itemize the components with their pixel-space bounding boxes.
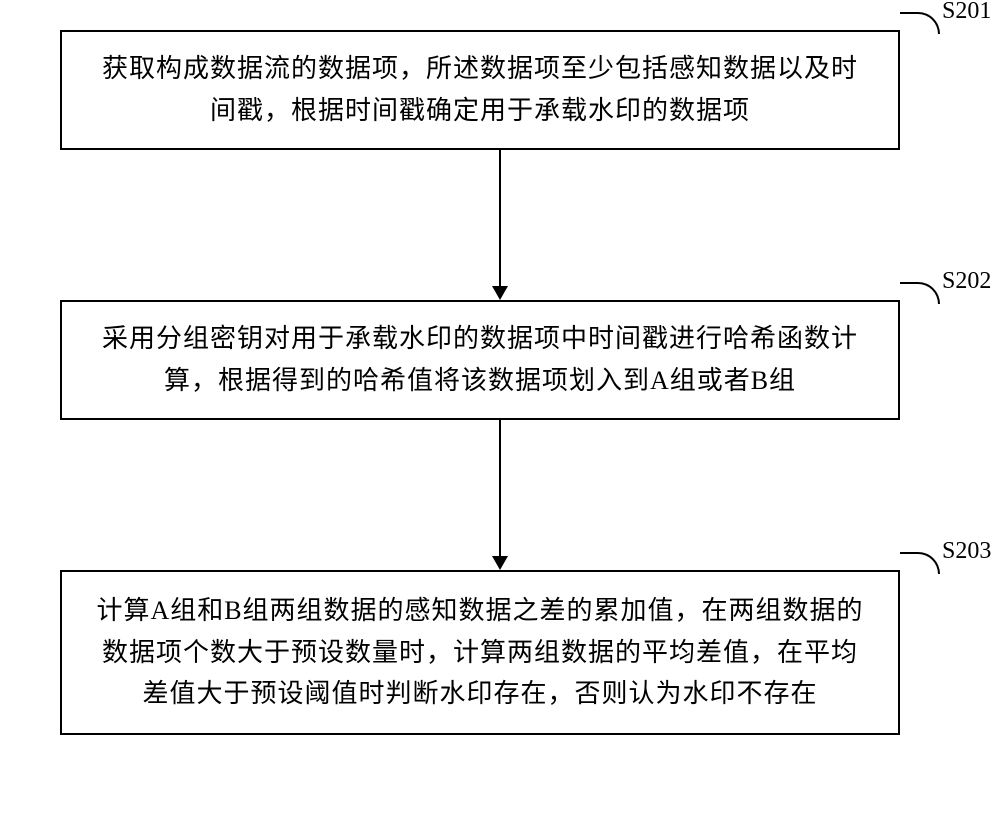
flow-connector (499, 150, 501, 288)
flow-step-text: 计算A组和B组两组数据的感知数据之差的累加值，在两组数据的数据项个数大于预设数量… (92, 590, 868, 715)
step-label-s201: S201 (942, 0, 991, 25)
step-label-s202: S202 (942, 268, 991, 295)
arrow-head-icon (492, 556, 508, 570)
flow-step-s201: 获取构成数据流的数据项，所述数据项至少包括感知数据以及时间戳，根据时间戳确定用于… (60, 30, 900, 150)
flow-step-s202: 采用分组密钥对用于承载水印的数据项中时间戳进行哈希函数计算，根据得到的哈希值将该… (60, 300, 900, 420)
flow-connector (499, 420, 501, 558)
arrow-head-icon (492, 286, 508, 300)
flow-step-text: 采用分组密钥对用于承载水印的数据项中时间戳进行哈希函数计算，根据得到的哈希值将该… (92, 318, 868, 401)
label-leader-line (900, 12, 940, 34)
flow-step-s203: 计算A组和B组两组数据的感知数据之差的累加值，在两组数据的数据项个数大于预设数量… (60, 570, 900, 735)
label-leader-line (900, 552, 940, 574)
label-leader-line (900, 282, 940, 304)
flow-step-text: 获取构成数据流的数据项，所述数据项至少包括感知数据以及时间戳，根据时间戳确定用于… (92, 48, 868, 131)
step-label-s203: S203 (942, 538, 991, 565)
